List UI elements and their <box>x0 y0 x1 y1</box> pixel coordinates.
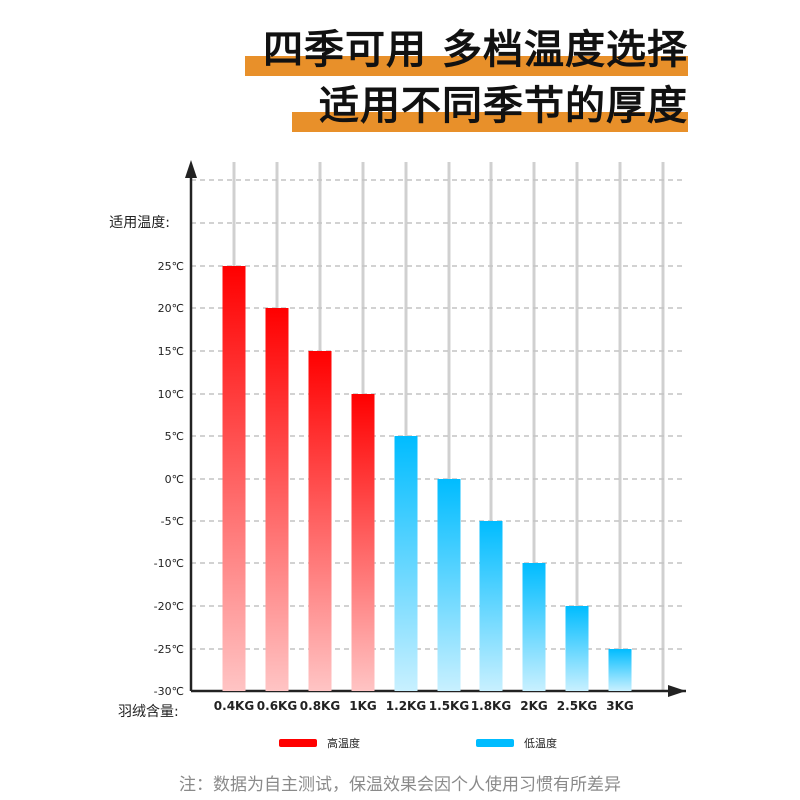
y-axis-title: 适用温度: <box>109 215 170 231</box>
headline-highlight-bar <box>292 112 688 132</box>
bar-0.6KG <box>265 308 289 691</box>
x-tick-label: 2.5KG <box>557 699 597 713</box>
y-tick-label: 10℃ <box>158 388 184 401</box>
headline-highlight-bar <box>245 56 688 76</box>
headline-text-1: 四季可用 多档温度选择 <box>263 27 688 73</box>
y-tick-label: -25℃ <box>154 643 184 656</box>
x-tick-label: 2KG <box>520 699 548 713</box>
bar-1.8KG <box>479 521 503 691</box>
legend-swatch-high <box>279 739 317 747</box>
y-axis-arrow-icon <box>185 160 197 178</box>
bar-2.5KG <box>565 606 589 691</box>
x-tick-label: 1.8KG <box>471 699 511 713</box>
x-tick-label: 0.4KG <box>214 699 254 713</box>
footnote: 注：数据为自主测试，保温效果会因个人使用习惯有所差异 <box>179 775 621 795</box>
x-tick-label: 0.8KG <box>300 699 340 713</box>
y-tick-label: 20℃ <box>158 302 184 315</box>
bar-1.5KG <box>437 479 461 691</box>
y-tick-label: 0℃ <box>165 473 184 486</box>
bar-2KG <box>522 563 546 691</box>
y-tick-label: -20℃ <box>154 600 184 613</box>
x-tick-label: 3KG <box>606 699 634 713</box>
y-tick-label: 15℃ <box>158 345 184 358</box>
headline-line-1: 四季可用 多档温度选择 <box>0 26 800 78</box>
x-tick-label: 1.5KG <box>429 699 469 713</box>
y-tick-label: -5℃ <box>161 515 184 528</box>
y-tick-label: -30℃ <box>154 685 184 698</box>
headline-text-2: 适用不同季节的厚度 <box>319 83 688 129</box>
legend-label-high: 高温度 <box>327 736 360 750</box>
legend-label-low: 低温度 <box>524 736 557 750</box>
x-tick-label: 1.2KG <box>386 699 426 713</box>
x-tick-label: 0.6KG <box>257 699 297 713</box>
bar-1.2KG <box>394 436 418 691</box>
x-tick-label: 1KG <box>349 699 377 713</box>
x-axis-title: 羽绒含量: <box>118 704 179 720</box>
temperature-bar-chart: 25℃ 20℃ 15℃ 10℃ 5℃ 0℃ -5℃ -10℃ -20℃ -25℃ -30℃ 适用温度:… <box>109 160 686 750</box>
bar-0.4KG <box>222 266 246 691</box>
y-tick-label: 5℃ <box>165 430 184 443</box>
bar-0.8KG <box>308 351 332 691</box>
x-axis-arrow-icon <box>668 685 686 697</box>
legend-swatch-low <box>476 739 514 747</box>
y-tick-label: -10℃ <box>154 557 184 570</box>
y-tick-label: 25℃ <box>158 260 184 273</box>
bar-1KG <box>351 394 375 691</box>
headline-line-2: 适用不同季节的厚度 <box>0 82 800 134</box>
bar-3KG <box>608 649 632 691</box>
